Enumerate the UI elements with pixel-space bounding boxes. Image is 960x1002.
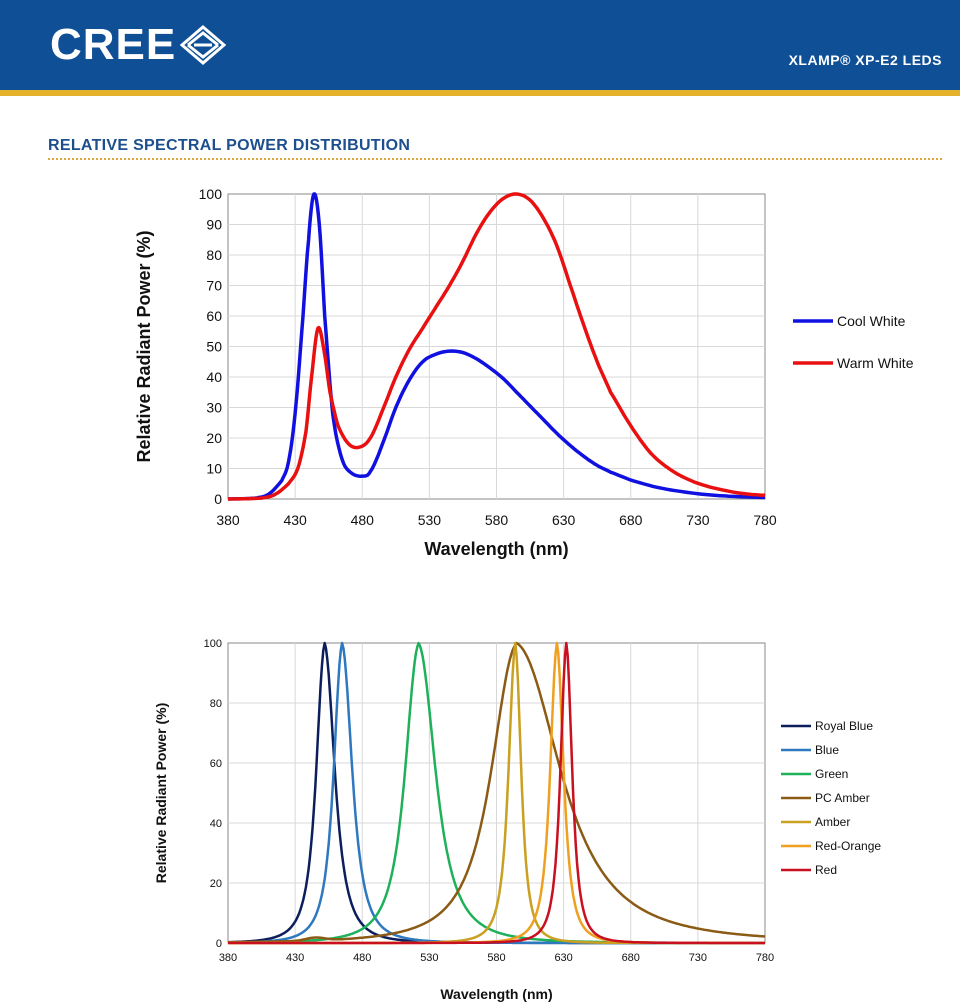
chart-color-spectrum: 380 430 480 530 580 630 680 730 780 0 20 40 60 80 100 W… [153,638,881,1002]
x-axis-label: Wavelength (nm) [424,539,568,559]
x-tick-label: 430 [286,952,304,964]
x-tick-label: 480 [351,512,375,528]
legend-label: Red-Orange [815,839,881,853]
x-tick-label: 380 [216,512,240,528]
y-tick-label: 10 [206,460,222,476]
x-tick-label: 480 [353,952,371,964]
logo-text: CREE [50,20,177,69]
x-tick-label: 580 [487,952,505,964]
legend-label: Green [815,767,848,781]
y-tick-label: 0 [216,938,222,950]
y-tick-label: 40 [210,818,222,830]
x-tick-label: 680 [619,512,643,528]
x-axis-label: Wavelength (nm) [440,986,552,1002]
legend-label: Red [815,863,837,877]
x-tick-label: 780 [753,512,777,528]
x-tick-label: 530 [418,512,442,528]
section-title: RELATIVE SPECTRAL POWER DISTRIBUTION [48,137,411,154]
y-tick-label: 0 [214,491,222,507]
legend-label: Amber [815,815,850,829]
y-tick-label: 100 [199,186,223,202]
series-line-red [228,641,765,945]
y-axis-label: Relative Radiant Power (%) [153,703,169,884]
x-tick-label: 730 [686,512,710,528]
y-tick-label: 70 [206,277,222,293]
legend-label: Royal Blue [815,719,873,733]
x-tick-label: 730 [689,952,707,964]
legend-label: Cool White [837,313,906,329]
x-tick-label: 580 [485,512,509,528]
page-header [0,0,960,90]
y-tick-label: 60 [206,308,222,324]
y-tick-label: 80 [206,247,222,263]
y-tick-label: 100 [204,638,222,650]
series-line-cool-white [227,192,766,501]
y-tick-label: 90 [206,216,222,232]
cree-logo: CREE [50,20,227,70]
section-divider [48,158,942,160]
x-tick-label: 780 [756,952,774,964]
cree-diamond-icon [180,25,227,65]
legend-label: Blue [815,743,839,757]
x-tick-label: 430 [283,512,307,528]
y-axis-label: Relative Radiant Power (%) [134,230,154,462]
y-tick-label: 20 [210,878,222,890]
y-tick-label: 30 [206,399,222,415]
y-tick-label: 80 [210,698,222,710]
x-tick-label: 680 [622,952,640,964]
legend-label: Warm White [837,355,914,371]
series-line-pc-amber [228,641,766,944]
y-tick-label: 40 [206,369,222,385]
y-tick-label: 60 [210,758,222,770]
header-stripe [0,90,960,96]
x-tick-label: 380 [219,952,237,964]
y-tick-label: 50 [206,338,222,354]
legend-label: PC Amber [815,791,870,805]
x-tick-label: 530 [420,952,438,964]
y-tick-label: 20 [206,430,222,446]
x-tick-label: 630 [552,512,576,528]
chart-white-spectrum: 380 430 480 530 580 630 680 730 780 0 10 20 30 40 50 60… [134,186,914,559]
product-title: XLAMP® XP-E2 LEDS [788,52,942,68]
x-tick-label: 630 [554,952,572,964]
series-line-warm-white [227,192,766,501]
